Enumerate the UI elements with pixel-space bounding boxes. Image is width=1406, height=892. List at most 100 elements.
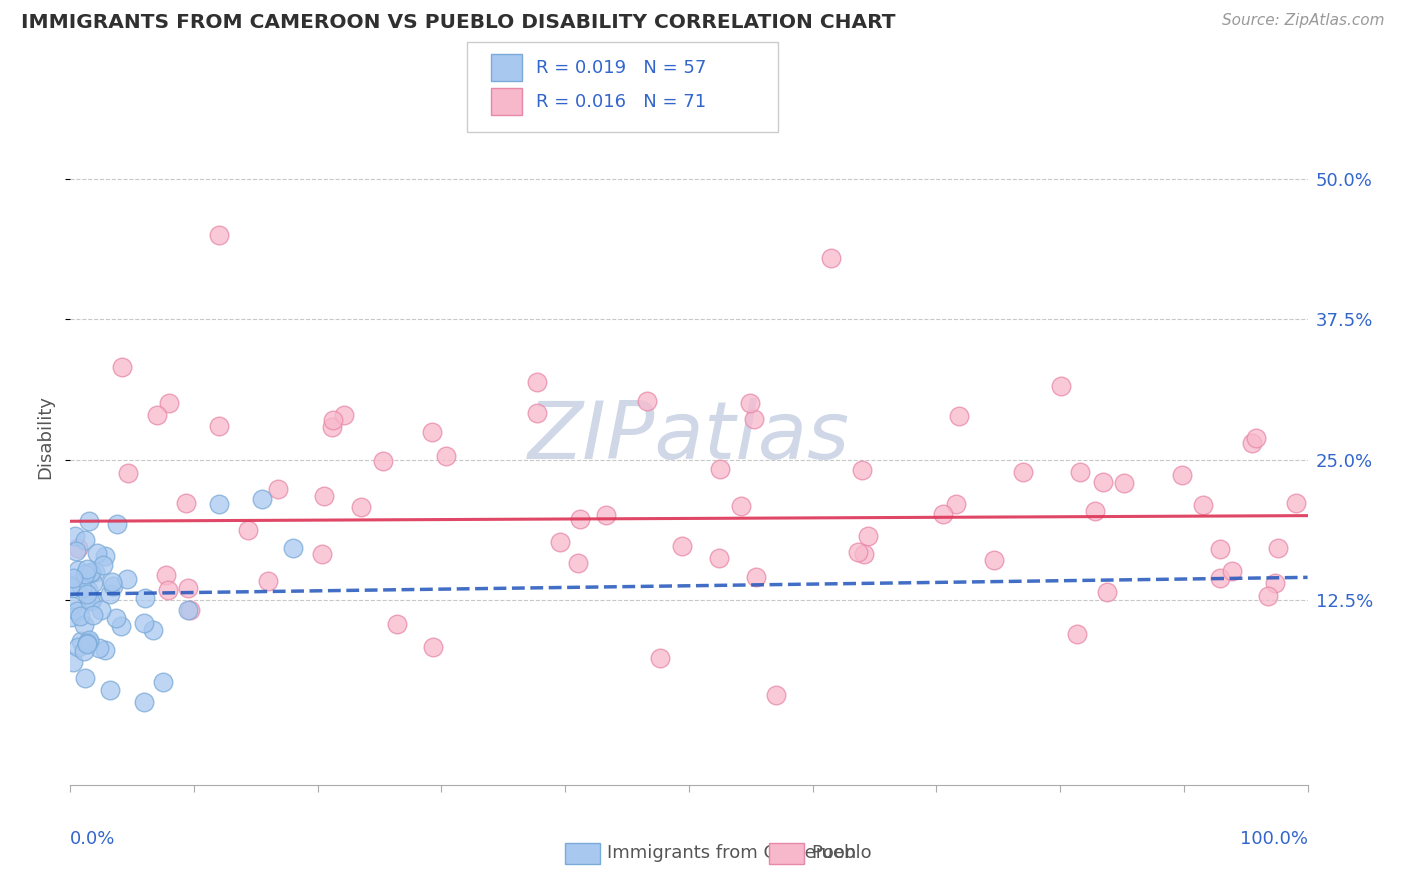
Y-axis label: Disability: Disability xyxy=(37,395,55,479)
Text: R = 0.016   N = 71: R = 0.016 N = 71 xyxy=(536,93,706,111)
Point xyxy=(142,623,165,637)
Point xyxy=(134,695,156,709)
Point xyxy=(948,409,970,423)
Point xyxy=(87,641,110,656)
Point xyxy=(75,671,97,685)
Point xyxy=(1050,379,1073,393)
Point xyxy=(648,651,671,665)
Point xyxy=(76,637,98,651)
Point xyxy=(846,545,869,559)
Bar xyxy=(769,843,804,863)
Point xyxy=(1257,589,1279,603)
Point xyxy=(67,541,90,555)
Point xyxy=(73,644,96,658)
Point xyxy=(1267,541,1289,556)
Text: Pueblo: Pueblo xyxy=(811,844,872,863)
Point xyxy=(146,408,169,422)
Point xyxy=(66,640,89,655)
Point xyxy=(765,688,787,702)
Point xyxy=(79,566,101,580)
Point xyxy=(60,609,83,624)
Point xyxy=(62,599,84,614)
Point xyxy=(322,413,344,427)
Point xyxy=(314,489,336,503)
Point xyxy=(851,463,873,477)
Point xyxy=(333,408,356,422)
Point xyxy=(132,615,155,630)
Point xyxy=(1220,564,1243,578)
Point xyxy=(73,618,96,632)
Point xyxy=(157,583,180,598)
Point xyxy=(82,607,104,622)
Point xyxy=(67,576,90,591)
Point xyxy=(853,547,876,561)
Point xyxy=(105,516,128,531)
Point xyxy=(636,394,658,409)
Point xyxy=(707,551,730,566)
Point xyxy=(266,482,288,496)
Point xyxy=(179,603,201,617)
Point xyxy=(526,375,548,389)
Point xyxy=(66,604,89,618)
Point xyxy=(69,633,91,648)
Point xyxy=(1069,466,1091,480)
Point xyxy=(73,533,96,547)
Point xyxy=(422,640,444,655)
Point xyxy=(1192,499,1215,513)
Point xyxy=(94,643,117,657)
Point xyxy=(1095,585,1118,599)
Point xyxy=(595,508,617,523)
Point xyxy=(177,603,200,617)
Point xyxy=(671,540,693,554)
Point xyxy=(526,406,548,420)
Point xyxy=(157,396,180,410)
Point xyxy=(82,575,104,590)
Point xyxy=(63,529,86,543)
Point xyxy=(77,582,100,597)
Bar xyxy=(565,843,600,863)
Text: 100.0%: 100.0% xyxy=(1240,830,1308,848)
Point xyxy=(738,396,761,410)
Point xyxy=(62,655,84,669)
Point xyxy=(67,563,90,577)
Point xyxy=(1084,504,1107,518)
Point xyxy=(568,512,591,526)
Point xyxy=(856,528,879,542)
Point xyxy=(62,581,84,595)
Point xyxy=(1011,465,1033,479)
Point xyxy=(371,453,394,467)
Point xyxy=(1208,570,1230,584)
Point xyxy=(311,547,333,561)
Text: R = 0.019   N = 57: R = 0.019 N = 57 xyxy=(536,59,706,77)
Point xyxy=(134,591,156,606)
Point xyxy=(742,412,765,426)
Point xyxy=(155,567,177,582)
Point xyxy=(238,523,260,537)
Point xyxy=(1244,431,1267,445)
Point xyxy=(567,556,589,570)
Text: IMMIGRANTS FROM CAMEROON VS PUEBLO DISABILITY CORRELATION CHART: IMMIGRANTS FROM CAMEROON VS PUEBLO DISAB… xyxy=(21,13,896,32)
Point xyxy=(281,541,304,556)
Point xyxy=(745,570,768,584)
Point xyxy=(250,491,273,506)
Point xyxy=(93,549,115,563)
Point xyxy=(1092,475,1115,490)
Text: Immigrants from Cameroon: Immigrants from Cameroon xyxy=(607,844,856,863)
Point xyxy=(79,632,101,647)
Point xyxy=(77,514,100,528)
Point xyxy=(59,579,82,593)
Point xyxy=(98,683,121,698)
Text: 0.0%: 0.0% xyxy=(70,830,115,848)
Point xyxy=(83,565,105,579)
Point xyxy=(208,497,231,511)
Point xyxy=(110,619,132,633)
Point xyxy=(117,467,139,481)
Point xyxy=(101,574,124,589)
Point xyxy=(730,499,752,513)
Point xyxy=(79,594,101,608)
Point xyxy=(93,558,115,573)
Point xyxy=(90,603,112,617)
Point xyxy=(62,570,84,584)
Point xyxy=(945,497,967,511)
Point xyxy=(174,495,197,509)
